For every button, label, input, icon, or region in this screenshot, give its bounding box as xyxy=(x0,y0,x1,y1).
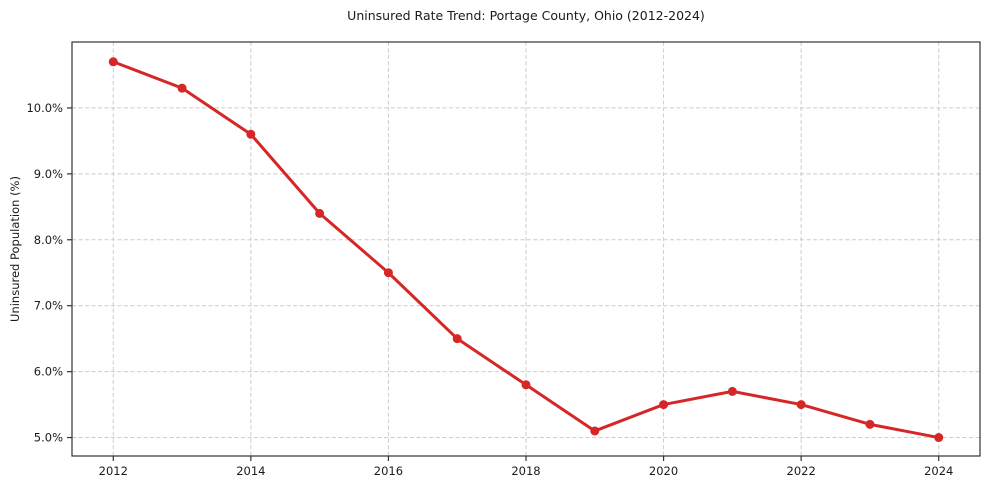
data-point xyxy=(590,426,600,436)
y-tick-label: 7.0% xyxy=(34,299,63,313)
y-tick-label: 5.0% xyxy=(34,431,63,445)
data-point xyxy=(246,129,256,139)
y-tick-label: 10.0% xyxy=(26,101,63,115)
data-point xyxy=(383,268,393,278)
data-point xyxy=(108,57,118,67)
x-tick-label: 2012 xyxy=(99,464,128,478)
data-point xyxy=(727,386,737,396)
data-point xyxy=(796,400,806,410)
data-point xyxy=(452,334,462,344)
data-point xyxy=(865,419,875,429)
x-tick-label: 2020 xyxy=(649,464,678,478)
y-tick-label: 8.0% xyxy=(34,233,63,247)
x-tick-label: 2018 xyxy=(511,464,540,478)
data-point xyxy=(521,380,531,390)
x-tick-label: 2024 xyxy=(924,464,953,478)
data-point xyxy=(315,208,325,218)
y-tick-label: 9.0% xyxy=(34,167,63,181)
x-tick-label: 2022 xyxy=(787,464,816,478)
x-tick-label: 2016 xyxy=(374,464,403,478)
data-point xyxy=(934,433,944,443)
chart-title: Uninsured Rate Trend: Portage County, Oh… xyxy=(347,8,705,23)
data-point xyxy=(177,83,187,93)
y-tick-label: 6.0% xyxy=(34,365,63,379)
x-tick-label: 2014 xyxy=(236,464,265,478)
data-point xyxy=(659,400,669,410)
